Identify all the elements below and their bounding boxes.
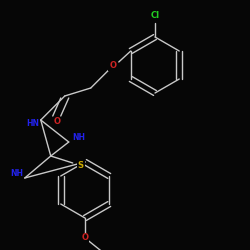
- Text: S: S: [78, 162, 84, 170]
- Text: O: O: [82, 234, 88, 242]
- Text: NH: NH: [72, 134, 85, 142]
- Text: Cl: Cl: [150, 10, 160, 20]
- Text: NH: NH: [10, 170, 23, 178]
- Text: O: O: [53, 118, 60, 126]
- Text: HN: HN: [26, 120, 39, 128]
- Text: O: O: [109, 62, 116, 70]
